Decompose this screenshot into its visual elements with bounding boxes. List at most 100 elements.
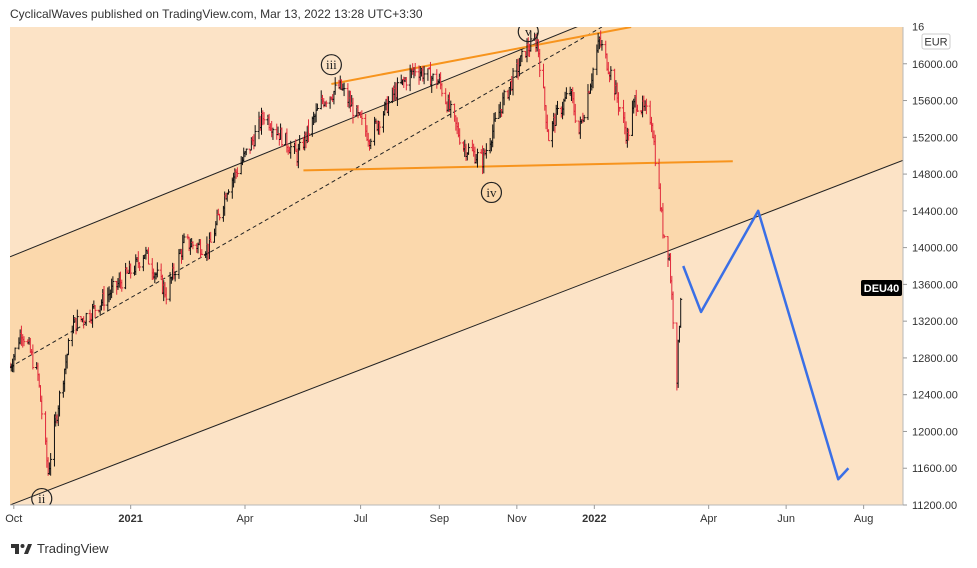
price-bar <box>467 143 471 155</box>
price-bar <box>191 241 195 250</box>
wave-label-v: v <box>517 27 539 43</box>
y-tick-label: 12800.00 <box>912 353 958 365</box>
price-bar <box>102 285 106 311</box>
price-bar <box>591 67 595 89</box>
x-tick-label: 2021 <box>118 513 142 525</box>
price-bar <box>200 249 204 256</box>
price-bar <box>555 100 559 115</box>
price-bar <box>173 271 177 282</box>
wave-label-iv: iv <box>480 181 503 204</box>
price-bar <box>13 347 17 361</box>
top-trendline <box>331 27 632 85</box>
wave-label-circle <box>480 181 503 204</box>
price-bar <box>644 98 648 115</box>
price-bar <box>653 134 657 167</box>
currency-text: EUR <box>924 37 947 49</box>
y-tick-label: 15200.00 <box>912 132 958 144</box>
price-bar <box>164 287 168 305</box>
currency-box <box>921 33 951 50</box>
price-bar <box>502 89 506 106</box>
price-bar <box>307 119 311 143</box>
wave-label-circle <box>517 27 539 43</box>
price-bar <box>129 263 133 279</box>
price-bar <box>58 390 62 417</box>
price-bar <box>636 104 640 112</box>
price-bar <box>387 96 391 116</box>
price-bar <box>449 100 453 118</box>
price-bar <box>209 231 213 243</box>
price-bar <box>31 344 35 370</box>
x-tick-label: Apr <box>700 513 717 525</box>
wave-label-ii: ii <box>31 487 53 506</box>
x-tick-label: Oct <box>5 513 22 525</box>
price-bar <box>22 336 26 347</box>
price-bar <box>520 49 524 63</box>
price-bar <box>93 305 97 318</box>
y-tick-label: 13600.00 <box>912 279 958 291</box>
price-bar <box>618 106 622 112</box>
x-tick-label: Apr <box>236 513 253 525</box>
price-bar <box>431 73 435 81</box>
price-bar <box>679 297 683 328</box>
tradingview-footer: TradingView <box>10 541 109 556</box>
last-price-label: 16 <box>912 22 924 34</box>
wave-label-text: iii <box>326 57 337 72</box>
price-bar <box>298 135 302 151</box>
x-tick-label: Sep <box>430 513 450 525</box>
price-bar <box>395 77 399 107</box>
y-tick-label: 13200.00 <box>912 316 958 328</box>
projection-path <box>682 209 850 481</box>
price-bar <box>84 312 88 326</box>
price-bar <box>662 234 666 239</box>
currency-label: EUR <box>921 33 951 50</box>
price-bar <box>155 262 159 278</box>
price-bar <box>218 213 222 221</box>
neckline <box>303 160 733 172</box>
y-tick-label: 11200.00 <box>912 500 957 512</box>
channel-band <box>10 27 903 505</box>
price-bar <box>40 395 44 420</box>
y-tick-label: 12000.00 <box>912 426 958 438</box>
y-tick-label: 12400.00 <box>912 390 958 402</box>
price-bar <box>271 127 275 140</box>
symbol-badge-box <box>861 280 902 296</box>
y-tick-label: 14000.00 <box>912 243 958 255</box>
price-bar <box>538 48 542 78</box>
price-bar <box>573 103 577 124</box>
price-bar <box>138 262 142 271</box>
price-bar <box>253 125 257 147</box>
tradingview-logo-icon <box>11 543 32 554</box>
price-bar <box>226 189 230 195</box>
price-bar <box>146 247 150 265</box>
price-bar <box>671 291 675 329</box>
y-tick-label: 15600.00 <box>912 96 958 108</box>
price-bar <box>262 112 266 125</box>
tradingview-brand: TradingView <box>37 541 109 556</box>
publish-info: CyclicalWaves published on TradingView.c… <box>10 7 423 21</box>
channel-upper-line <box>10 27 578 258</box>
price-bar <box>413 62 417 77</box>
channel-midline <box>10 27 603 368</box>
y-tick-label: 14800.00 <box>912 169 958 181</box>
wave-label-text: iv <box>486 185 497 200</box>
price-bar <box>49 453 53 476</box>
price-bar <box>182 233 186 244</box>
y-tick-label: 11600.00 <box>912 463 957 475</box>
price-bar <box>360 110 364 126</box>
price-bar <box>458 128 462 145</box>
x-tick-label: Jul <box>354 513 368 525</box>
price-bar <box>244 148 248 156</box>
price-bar <box>111 276 115 294</box>
price-bar <box>378 121 382 135</box>
price-bar <box>564 87 568 100</box>
price-bar <box>484 143 488 159</box>
symbol-badge-text: DEU40 <box>864 283 899 295</box>
price-bar <box>547 129 551 142</box>
price-bar <box>609 66 613 81</box>
price-bar <box>75 309 79 332</box>
price-bar <box>324 100 328 108</box>
wave-label-text: ii <box>38 491 46 506</box>
price-bar <box>627 128 631 141</box>
price-bar <box>120 279 124 292</box>
